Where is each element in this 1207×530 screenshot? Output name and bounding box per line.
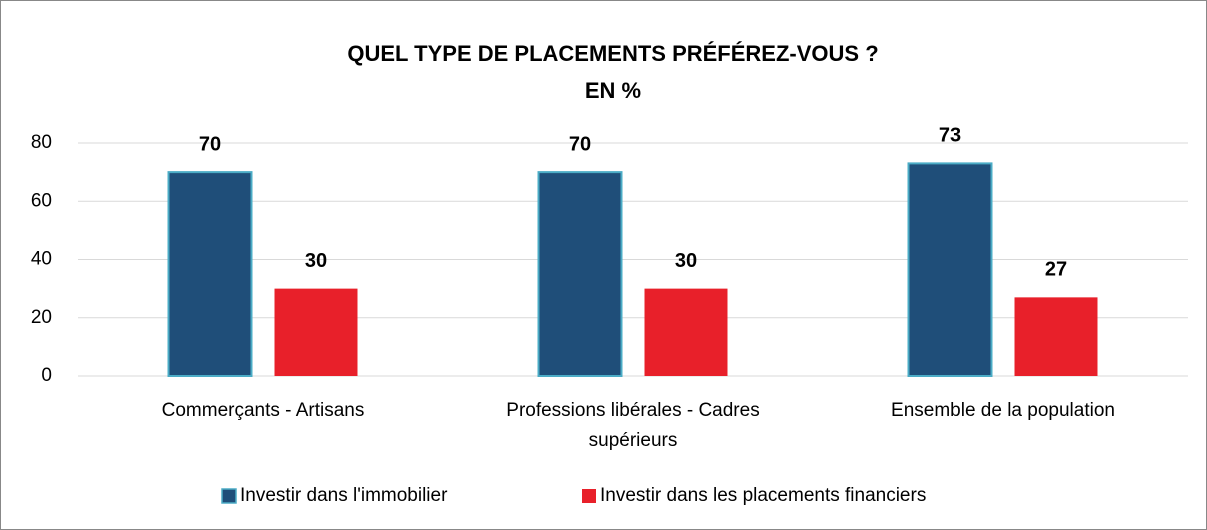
- bar: [167, 171, 253, 377]
- bar: [644, 288, 728, 376]
- x-tick-label: Ensemble de la population: [891, 400, 1115, 421]
- chart-subtitle: EN %: [585, 78, 641, 103]
- data-label: 30: [305, 250, 327, 272]
- y-tick-label: 40: [31, 249, 52, 270]
- data-label: 70: [199, 133, 221, 155]
- bar: [1014, 297, 1098, 376]
- data-label: 73: [939, 125, 961, 147]
- y-tick-label: 60: [31, 190, 52, 211]
- bar: [907, 162, 993, 377]
- y-tick-label: 80: [31, 132, 52, 153]
- data-label: 30: [675, 250, 697, 272]
- bar: [274, 288, 358, 376]
- legend-swatch: [221, 488, 237, 504]
- bar: [537, 171, 623, 377]
- chart-title: QUEL TYPE DE PLACEMENTS PRÉFÉREZ-VOUS ?: [347, 41, 878, 66]
- legend-swatch: [582, 489, 596, 503]
- data-label: 27: [1045, 259, 1067, 281]
- legend-label: Investir dans les placements financiers: [600, 485, 926, 506]
- x-tick-label: Commerçants - Artisans: [161, 400, 365, 421]
- data-label: 70: [569, 133, 591, 155]
- y-tick-label: 0: [41, 365, 52, 386]
- y-tick-label: 20: [31, 307, 52, 328]
- legend-label: Investir dans l'immobilier: [240, 485, 448, 506]
- x-tick-label: Professions libérales - Cadres supérieur…: [506, 400, 760, 451]
